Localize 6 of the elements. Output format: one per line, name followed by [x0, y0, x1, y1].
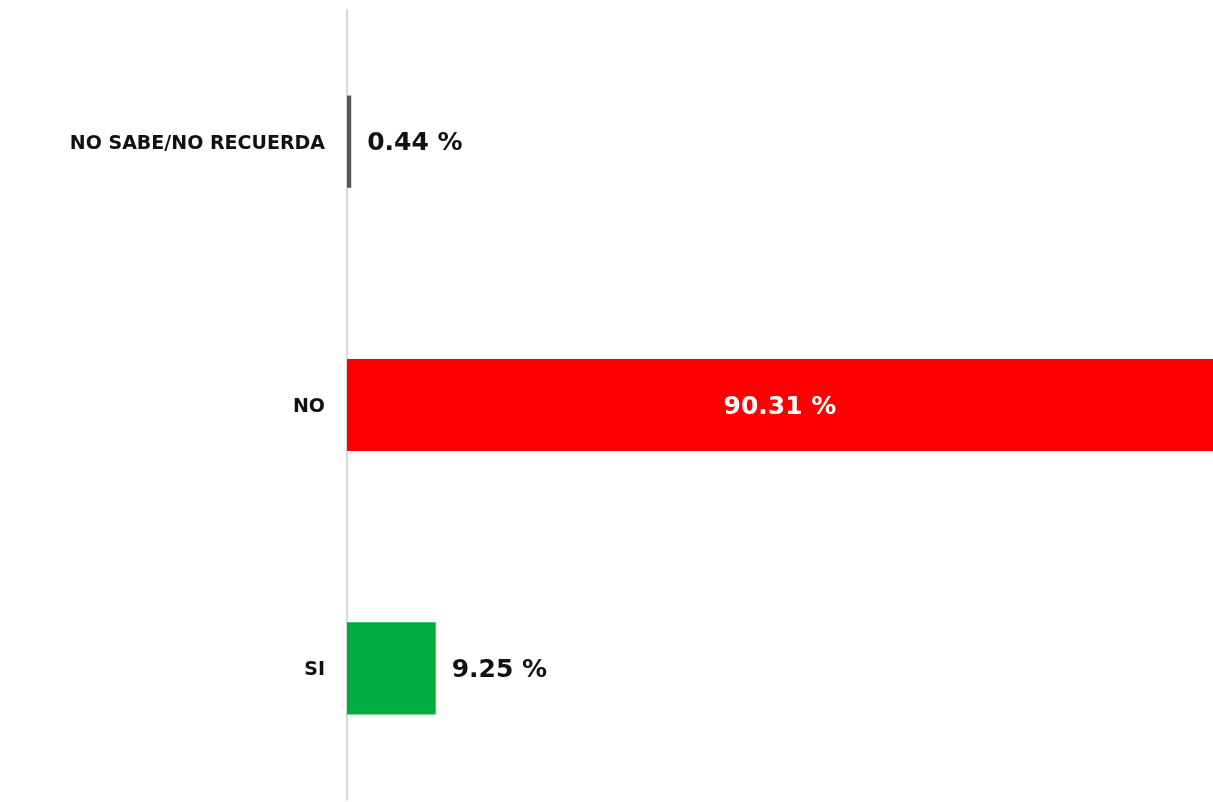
y-tick-label: NO SABE/NO RECUERDA	[69, 130, 326, 153]
y-tick-label: SI	[304, 657, 325, 680]
data-label: 0.44 %	[367, 127, 463, 157]
data-label: 9.25 %	[451, 653, 548, 683]
y-tick-label: NO	[292, 394, 325, 416]
data-label: 90.31 %	[723, 390, 837, 420]
